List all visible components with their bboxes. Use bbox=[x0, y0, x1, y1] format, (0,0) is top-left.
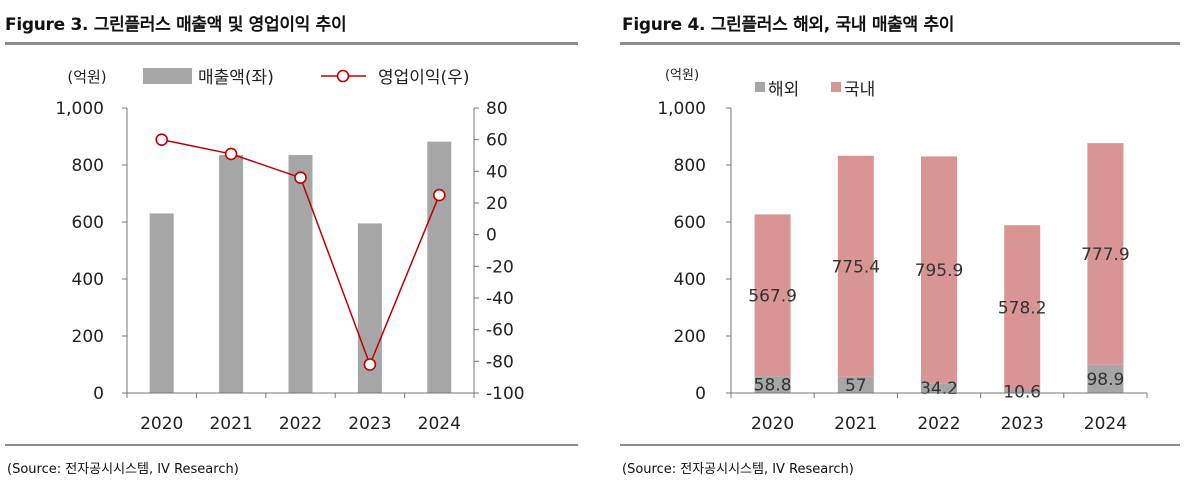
domestic-bar bbox=[921, 156, 957, 384]
right-y-tick-label: 80 bbox=[486, 99, 508, 119]
operating-profit-point bbox=[432, 188, 446, 202]
overseas-bar bbox=[1004, 389, 1041, 393]
legend-profit-label: 영업이익(우) bbox=[378, 68, 469, 88]
domestic-bar bbox=[754, 214, 791, 377]
x-tick-label: 2021 bbox=[209, 414, 252, 434]
right-y-tick-label: -20 bbox=[486, 257, 514, 277]
revenue-bar bbox=[427, 141, 452, 393]
overseas-data-label: 57 bbox=[845, 376, 867, 396]
overseas-bar bbox=[754, 376, 791, 393]
figure-3-panel: Figure 3. 그린플러스 매출액 및 영업이익 추이 (억원) 0 200 40… bbox=[0, 0, 588, 484]
domestic-bar bbox=[837, 155, 874, 377]
figure-3-top-rule bbox=[5, 42, 578, 45]
legend-revenue-label: 매출액(좌) bbox=[198, 68, 274, 88]
figure-4-source: (Source: 전자공시시스템, IV Research) bbox=[622, 462, 854, 477]
y-tick-label: 600 bbox=[674, 213, 706, 233]
figure-3-chart: (억원) 0 200 400 600 800 1,000 -100 -80 -60 -40 -20 0 2… bbox=[55, 68, 525, 434]
right-y-tick-label: -60 bbox=[486, 321, 514, 341]
left-axis-unit: (억원) bbox=[67, 68, 106, 86]
x-tick-label: 2023 bbox=[348, 414, 391, 434]
x-tick-label: 2020 bbox=[751, 414, 794, 434]
domestic-data-label: 795.9 bbox=[915, 261, 964, 281]
right-y-tick-label: -80 bbox=[486, 352, 514, 372]
x-tick-label: 2023 bbox=[1001, 414, 1044, 434]
overseas-bar bbox=[837, 376, 874, 393]
x-tick-label: 2024 bbox=[418, 414, 461, 434]
legend-overseas-swatch bbox=[755, 82, 765, 92]
y-tick-label: 0 bbox=[695, 384, 706, 404]
right-y-tick-label: -100 bbox=[486, 384, 525, 404]
right-y-tick-label: -40 bbox=[486, 289, 514, 309]
y-axis-unit: (억원) bbox=[665, 68, 699, 83]
right-y-tick-label: 20 bbox=[486, 194, 508, 214]
y-tick-label: 400 bbox=[674, 270, 706, 290]
x-tick-label: 2020 bbox=[140, 414, 183, 434]
legend-profit-swatch-marker bbox=[336, 69, 350, 83]
legend-overseas-label: 해외 bbox=[768, 80, 799, 100]
figure-4-chart: (억원) 0 200 400 600 800 1,000 567.9 58.8 775.4 57 79… bbox=[657, 68, 1148, 434]
domestic-data-label: 578.2 bbox=[998, 299, 1047, 319]
right-y-tick-label: 60 bbox=[486, 131, 508, 151]
operating-profit-point bbox=[224, 147, 238, 161]
domestic-data-label: 775.4 bbox=[831, 257, 880, 277]
left-y-tick-label: 800 bbox=[72, 156, 104, 176]
overseas-data-label: 34.2 bbox=[920, 379, 958, 399]
figure-4-bottom-rule bbox=[620, 444, 1180, 446]
x-tick-label: 2022 bbox=[279, 414, 322, 434]
right-y-tick-label: 40 bbox=[486, 162, 508, 182]
domestic-bar bbox=[1087, 143, 1124, 365]
left-y-tick-label: 200 bbox=[72, 327, 104, 347]
left-y-tick-label: 600 bbox=[72, 213, 104, 233]
revenue-bar bbox=[288, 155, 313, 393]
figure-4-top-rule bbox=[620, 42, 1180, 45]
domestic-data-label: 567.9 bbox=[748, 286, 797, 306]
revenue-bar bbox=[219, 155, 244, 393]
domestic-bar bbox=[1004, 225, 1041, 390]
left-y-tick-label: 1,000 bbox=[55, 99, 104, 119]
legend-revenue-swatch bbox=[143, 68, 192, 84]
overseas-data-label: 10.6 bbox=[1003, 382, 1041, 402]
y-tick-label: 1,000 bbox=[657, 99, 706, 119]
x-tick-label: 2024 bbox=[1084, 414, 1127, 434]
y-tick-label: 800 bbox=[674, 156, 706, 176]
overseas-data-label: 98.9 bbox=[1086, 370, 1124, 390]
figure-3-source: (Source: 전자공시시스템, IV Research) bbox=[7, 462, 239, 477]
left-y-tick-label: 400 bbox=[72, 270, 104, 290]
x-tick-label: 2021 bbox=[834, 414, 877, 434]
revenue-bar bbox=[149, 213, 174, 393]
overseas-data-label: 58.8 bbox=[754, 376, 792, 396]
operating-profit-point bbox=[155, 133, 168, 146]
domestic-data-label: 777.9 bbox=[1081, 245, 1130, 265]
left-y-tick-label: 0 bbox=[93, 384, 104, 404]
y-tick-label: 200 bbox=[674, 327, 706, 347]
operating-profit-point bbox=[363, 358, 377, 371]
figure-4-title: Figure 4. 그린플러스 해외, 국내 매출액 추이 bbox=[622, 15, 955, 35]
x-tick-label: 2022 bbox=[917, 414, 960, 434]
figure-3-title: Figure 3. 그린플러스 매출액 및 영업이익 추이 bbox=[5, 15, 347, 35]
figure-4-panel: Figure 4. 그린플러스 해외, 국내 매출액 추이 (억원) 0 200 40… bbox=[615, 0, 1187, 484]
overseas-bar bbox=[1087, 364, 1124, 393]
overseas-bar bbox=[921, 383, 957, 393]
figure-3-bottom-rule bbox=[5, 444, 578, 446]
legend-domestic-swatch bbox=[831, 82, 841, 92]
right-y-tick-label: 0 bbox=[486, 226, 497, 246]
legend-domestic-label: 국내 bbox=[844, 80, 875, 100]
operating-profit-point bbox=[294, 171, 307, 184]
